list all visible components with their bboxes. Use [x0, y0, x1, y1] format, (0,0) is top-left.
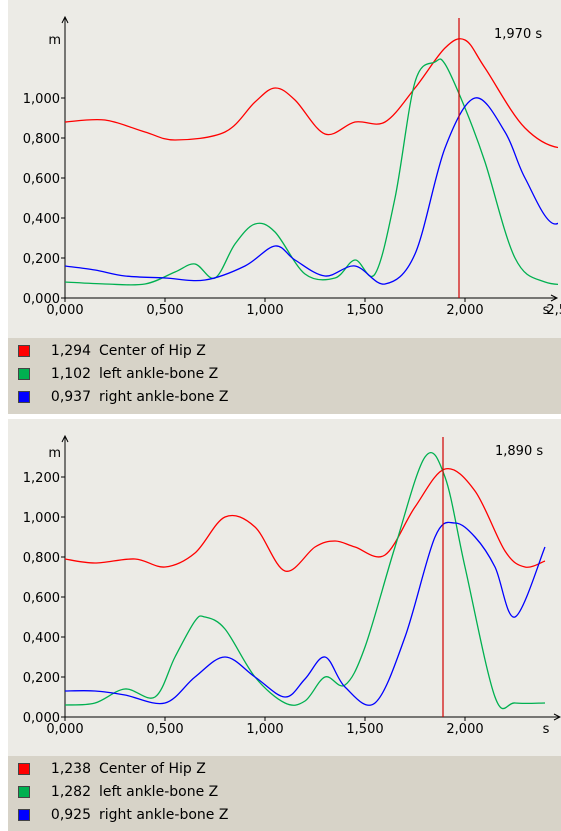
x-axis-arrow [553, 713, 561, 721]
legend-label: Center of Hip Z [99, 761, 206, 777]
series-line-2 [65, 97, 558, 285]
legend-swatch-blue [18, 391, 30, 403]
legend-2: 1,238 Center of Hip Z 1,282 left ankle-b… [8, 756, 561, 831]
chart-panel-2: 0,000 0,200 0,400 0,600 0,800 1,000 1,200 0,000… [8, 419, 561, 831]
legend-item-right-ankle: 0,937 right ankle-bone Z [18, 387, 228, 407]
legend-item-hip: 1,294 Center of Hip Z [18, 341, 206, 361]
y-tick-label: 0,200 [23, 252, 60, 267]
series-line-1 [65, 451, 546, 710]
y-tick-label: 1,000 [23, 511, 60, 526]
y-tick-label: 0,000 [23, 292, 60, 307]
x-tick-label: 2,000 [446, 303, 483, 318]
legend-item-hip: 1,238 Center of Hip Z [18, 759, 206, 779]
legend-label: right ankle-bone Z [99, 389, 229, 405]
legend-item-left-ankle: 1,102 left ankle-bone Z [18, 364, 218, 384]
x-tick-label: 0,500 [146, 303, 183, 318]
legend-swatch-green [18, 786, 30, 798]
x-tick-label: 0,500 [146, 722, 183, 737]
legend-value: 1,102 [50, 366, 91, 382]
legend-1: 1,294 Center of Hip Z 1,102 left ankle-b… [8, 338, 561, 414]
legend-value: 0,925 [50, 807, 91, 823]
chart-panel-1: 0,000 0,200 0,400 0,600 0,800 1,000 0,000 0,500… [8, 0, 561, 414]
legend-swatch-green [18, 368, 30, 380]
series-line-0 [65, 38, 558, 149]
y-tick-label: 0,800 [23, 551, 60, 566]
x-tick-label: 1,000 [246, 722, 283, 737]
legend-item-left-ankle: 1,282 left ankle-bone Z [18, 782, 218, 802]
line-chart-2: 0,000 0,200 0,400 0,600 0,800 1,000 1,200 0,000… [23, 434, 561, 737]
legend-label: left ankle-bone Z [99, 366, 219, 382]
x-tick-label: 2,000 [446, 722, 483, 737]
legend-swatch-blue [18, 809, 30, 821]
legend-value: 1,294 [50, 343, 91, 359]
y-tick-label: 0,600 [23, 172, 60, 187]
legend-label: left ankle-bone Z [99, 784, 219, 800]
cursor-time-label: 1,970 s [494, 27, 542, 42]
y-unit-label: m [48, 33, 61, 48]
x-unit-label: s [543, 303, 550, 318]
y-axis-arrow [61, 434, 69, 443]
x-axis-arrow [550, 294, 559, 302]
y-tick-label: 1,000 [23, 92, 60, 107]
y-tick-label: 0,200 [23, 671, 60, 686]
x-tick-label: 2,500 [546, 303, 561, 318]
x-tick-label: 1,500 [346, 722, 383, 737]
x-tick-label: 1,500 [346, 303, 383, 318]
x-tick-label: 1,000 [246, 303, 283, 318]
y-tick-label: 0,400 [23, 631, 60, 646]
legend-item-right-ankle: 0,925 right ankle-bone Z [18, 805, 228, 825]
series-line-1 [65, 58, 558, 286]
legend-label: right ankle-bone Z [99, 807, 229, 823]
legend-value: 1,238 [50, 761, 91, 777]
cursor-time-label: 1,890 s [495, 444, 543, 459]
y-tick-label: 0,400 [23, 212, 60, 227]
y-tick-label: 0,000 [23, 711, 60, 726]
legend-swatch-red [18, 763, 30, 775]
y-tick-label: 1,200 [23, 471, 60, 486]
x-tick-label: 0,000 [46, 722, 83, 737]
series-line-2 [65, 521, 546, 706]
legend-label: Center of Hip Z [99, 343, 206, 359]
x-tick-label: 0,000 [46, 303, 83, 318]
legend-value: 0,937 [50, 389, 91, 405]
legend-value: 1,282 [50, 784, 91, 800]
line-chart-1: 0,000 0,200 0,400 0,600 0,800 1,000 0,000 0,500… [23, 15, 561, 318]
series-line-0 [65, 467, 546, 572]
y-tick-label: 0,600 [23, 591, 60, 606]
y-tick-label: 0,800 [23, 132, 60, 147]
y-unit-label: m [48, 446, 61, 461]
legend-swatch-red [18, 345, 30, 357]
x-unit-label: s [543, 722, 550, 737]
y-axis-arrow [61, 15, 69, 24]
